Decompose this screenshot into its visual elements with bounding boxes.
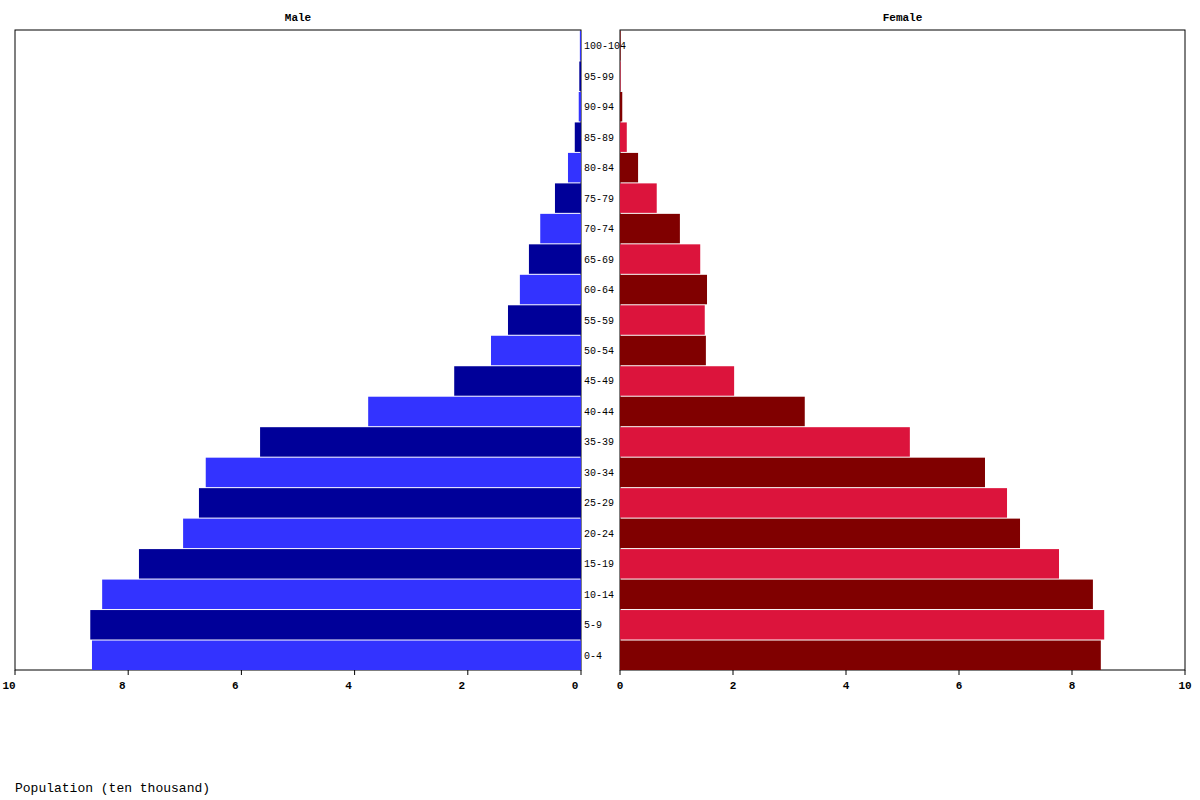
category-label: 15-19: [584, 559, 614, 570]
bar: [102, 580, 581, 609]
plot-frame: [620, 30, 1185, 670]
tick-label: 4: [345, 680, 352, 692]
tick: [733, 670, 734, 675]
axis-label: Population (ten thousand): [15, 781, 210, 796]
bar: [620, 92, 622, 121]
bars: [90, 31, 581, 670]
category-label: 95-99: [584, 72, 614, 83]
bar: [579, 92, 581, 121]
bar: [199, 488, 581, 517]
bar: [575, 122, 581, 151]
tick: [846, 670, 847, 675]
category-label: 55-59: [584, 316, 614, 327]
tick: [467, 670, 468, 675]
bar: [368, 397, 581, 426]
category-label: 40-44: [584, 407, 614, 418]
tick-label: 4: [843, 680, 850, 692]
tick: [354, 670, 355, 675]
category-label: 20-24: [584, 529, 614, 540]
bar: [620, 244, 700, 273]
bar: [620, 305, 705, 334]
panel-title: Female: [883, 12, 923, 24]
tick: [620, 670, 621, 675]
category-label: 70-74: [584, 224, 614, 235]
bar: [555, 183, 581, 212]
bar: [620, 519, 1020, 548]
tick-label: 0: [617, 680, 624, 692]
bar: [620, 641, 1101, 670]
tick-label: 8: [119, 680, 126, 692]
tick-label: 0: [572, 680, 579, 692]
category-label: 85-89: [584, 133, 614, 144]
tick-label: 10: [1178, 680, 1191, 692]
category-label: 65-69: [584, 255, 614, 266]
bar: [529, 244, 581, 273]
category-label: 10-14: [584, 590, 614, 601]
bar: [520, 275, 581, 304]
chart: Male 0 2 4 6 8 10 Female 0 2 4 6 8 10 0-4 5-9 10-14 15-19…: [0, 0, 1200, 800]
category-label: 80-84: [584, 163, 614, 174]
bar: [206, 458, 581, 487]
bar: [620, 610, 1104, 639]
bar: [90, 610, 581, 639]
tick: [1185, 670, 1186, 675]
category-label: 50-54: [584, 346, 614, 357]
category-label: 100-104: [584, 41, 626, 52]
bar: [92, 641, 581, 670]
tick-label: 6: [232, 680, 239, 692]
bar: [620, 397, 805, 426]
bar: [620, 488, 1007, 517]
bar: [620, 458, 985, 487]
bar: [620, 214, 680, 243]
tick-label: 6: [956, 680, 963, 692]
bar: [620, 549, 1059, 578]
bar: [620, 275, 707, 304]
category-label: 60-64: [584, 285, 614, 296]
tick-label: 2: [730, 680, 737, 692]
bar: [508, 305, 581, 334]
category-label: 35-39: [584, 437, 614, 448]
bar: [620, 580, 1093, 609]
bar: [620, 153, 638, 182]
tick-label: 2: [458, 680, 465, 692]
tick: [241, 670, 242, 675]
bar: [260, 427, 581, 456]
category-label: 30-34: [584, 468, 614, 479]
bar: [620, 427, 910, 456]
bar: [183, 519, 581, 548]
category-label: 25-29: [584, 498, 614, 509]
bar: [139, 549, 581, 578]
plot-frame: [15, 30, 581, 670]
category-label: 45-49: [584, 376, 614, 387]
tick: [128, 670, 129, 675]
bar: [580, 31, 581, 60]
bar: [579, 61, 581, 90]
tick: [15, 670, 16, 675]
bar: [620, 61, 621, 90]
bar: [620, 336, 706, 365]
bar: [568, 153, 581, 182]
tick-label: 10: [2, 680, 15, 692]
tick: [581, 670, 582, 675]
category-label: 90-94: [584, 102, 614, 113]
bar: [491, 336, 581, 365]
bar: [620, 366, 734, 395]
bar: [620, 183, 657, 212]
bar: [454, 366, 581, 395]
tick: [959, 670, 960, 675]
category-label: 0-4: [584, 651, 602, 662]
bars: [620, 31, 1104, 670]
category-label: 5-9: [584, 620, 602, 631]
bar: [540, 214, 581, 243]
tick-label: 8: [1069, 680, 1076, 692]
category-label: 75-79: [584, 194, 614, 205]
bar: [620, 122, 627, 151]
panel-title: Male: [285, 12, 312, 24]
tick: [1072, 670, 1073, 675]
